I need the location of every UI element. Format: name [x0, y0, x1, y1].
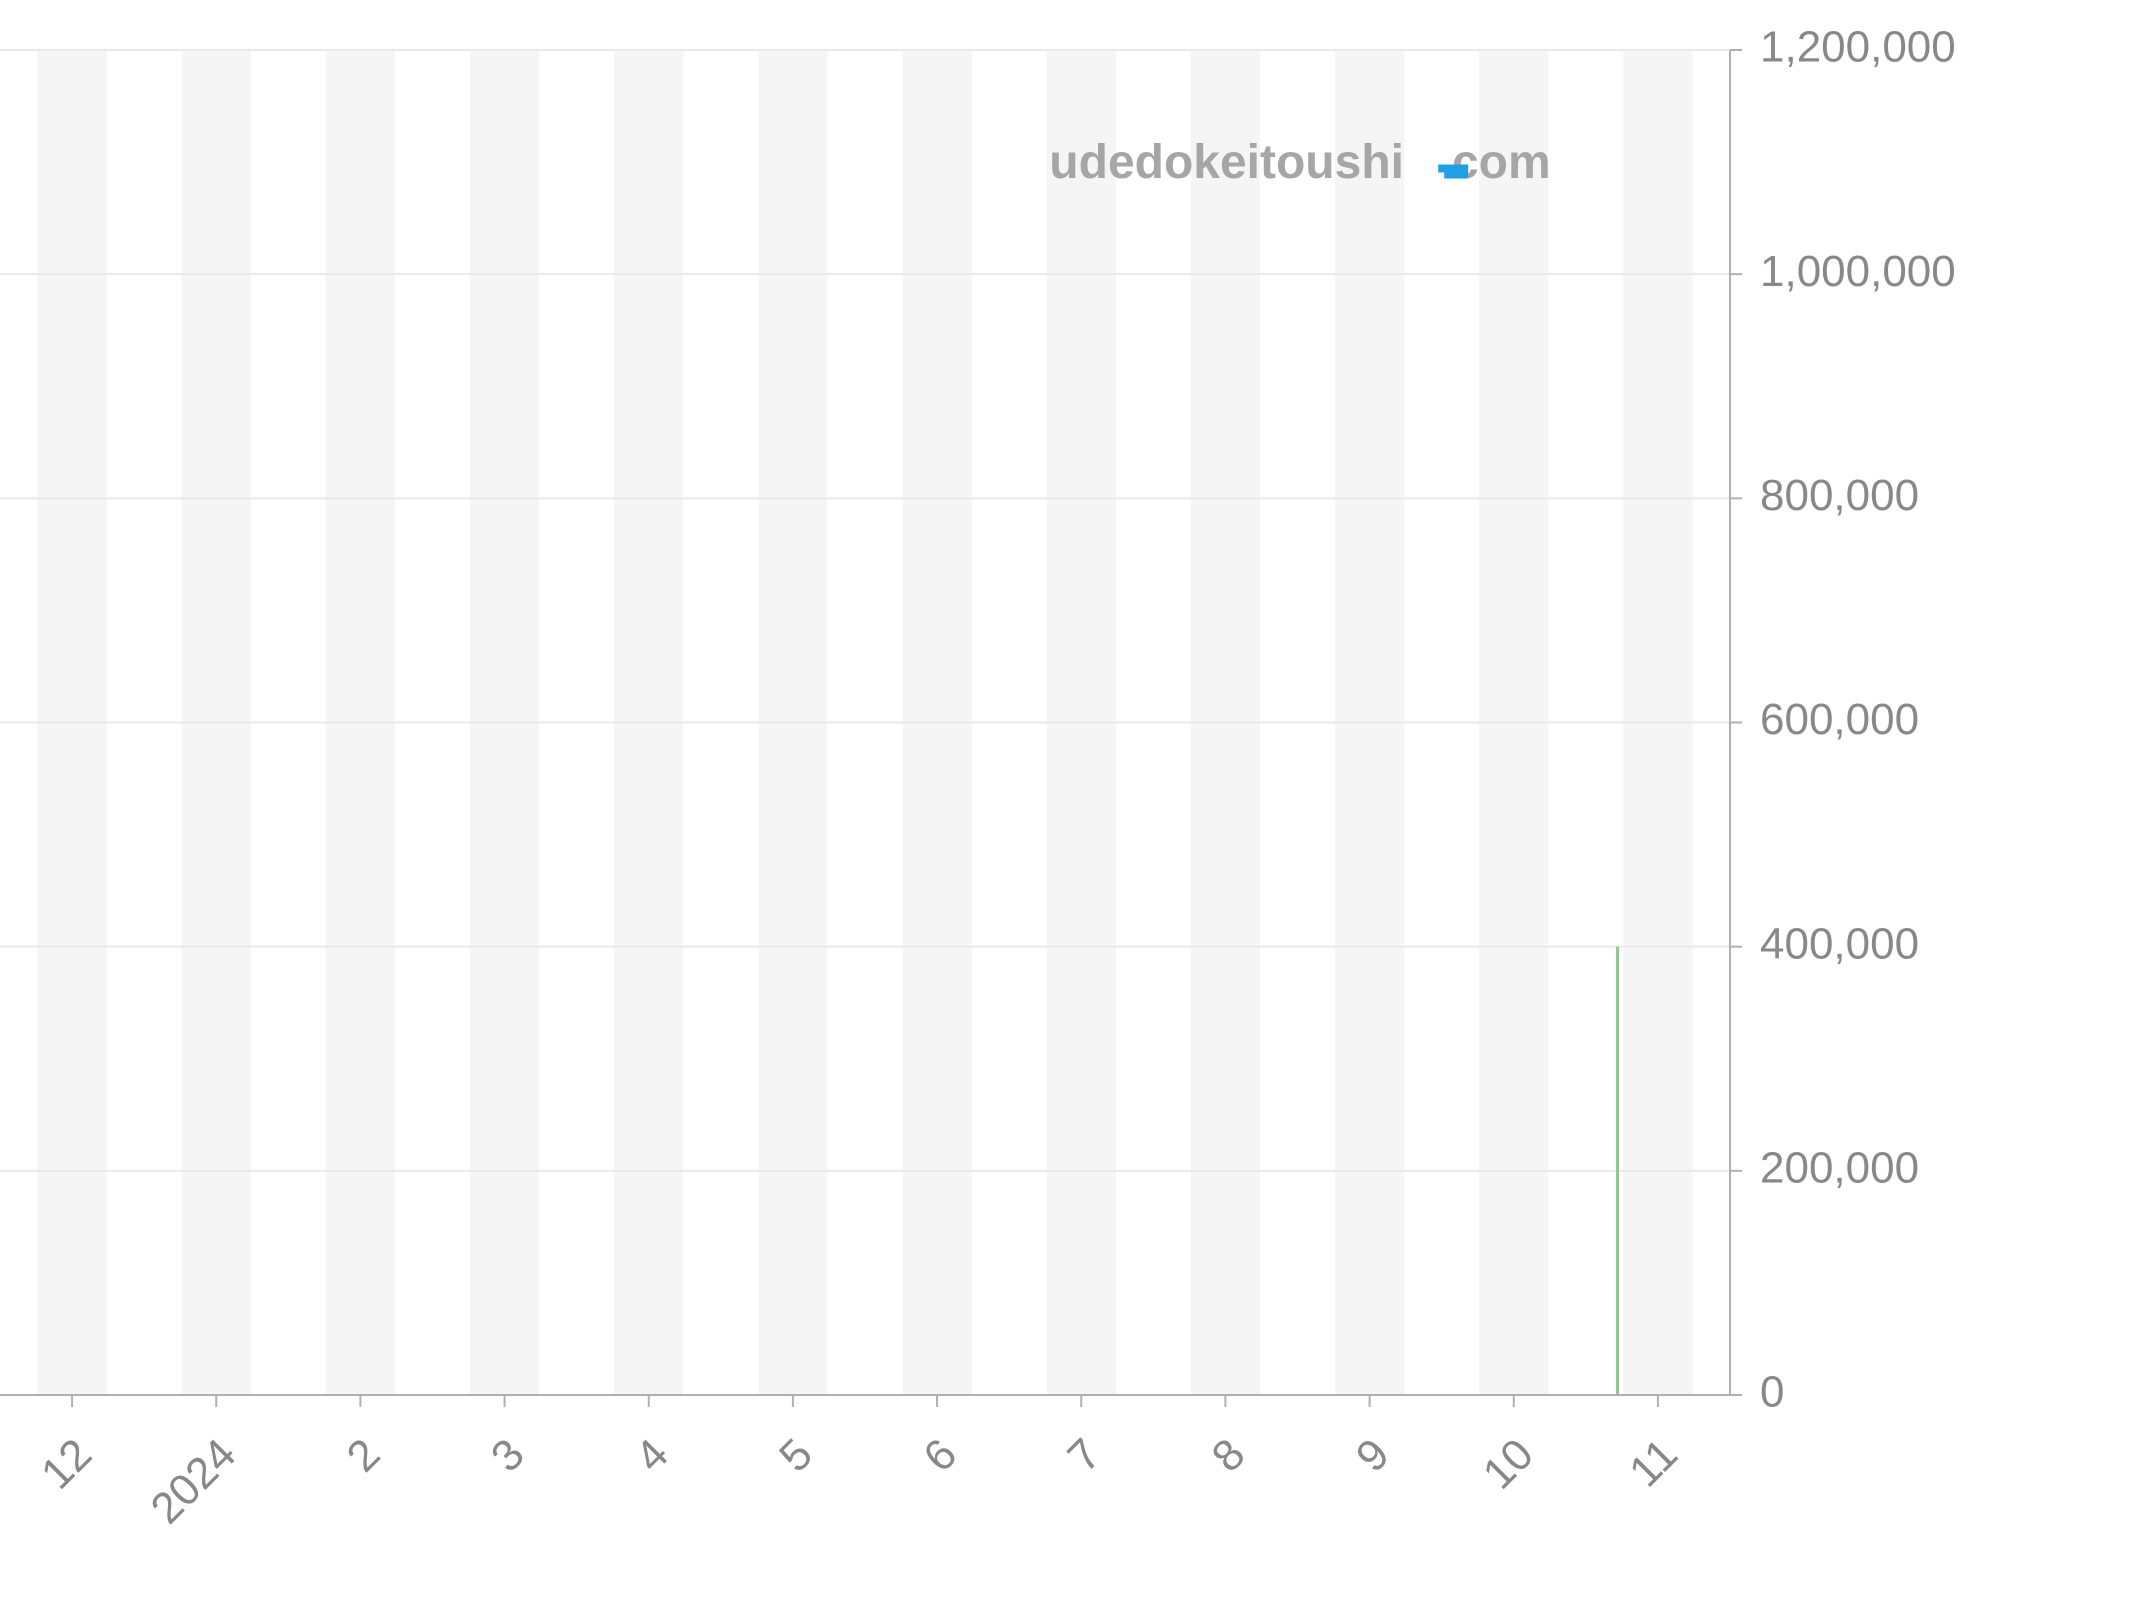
y-tick-label: 400,000: [1760, 919, 1919, 968]
price-chart: 0 200,000 400,000 600,000 800,000 1,000,000 1,…: [0, 0, 2144, 1600]
watermark: udedokeitoushi com: [1049, 136, 1550, 189]
y-tick-label: 1,200,000: [1760, 23, 1956, 72]
watermark-prefix: udedokeitoushi: [1049, 136, 1404, 189]
y-tick-label: 200,000: [1760, 1143, 1919, 1192]
watermark-text: udedokeitoushi com: [1049, 136, 1550, 189]
watermark-suffix: com: [1452, 136, 1551, 189]
y-tick-label: 800,000: [1760, 471, 1919, 520]
y-tick-label: 0: [1760, 1368, 1784, 1417]
chart-svg: 0 200,000 400,000 600,000 800,000 1,000,000 1,…: [0, 0, 2144, 1600]
bar: [1616, 947, 1619, 1395]
y-tick-label: 600,000: [1760, 695, 1919, 744]
y-tick-label: 1,000,000: [1760, 247, 1956, 296]
